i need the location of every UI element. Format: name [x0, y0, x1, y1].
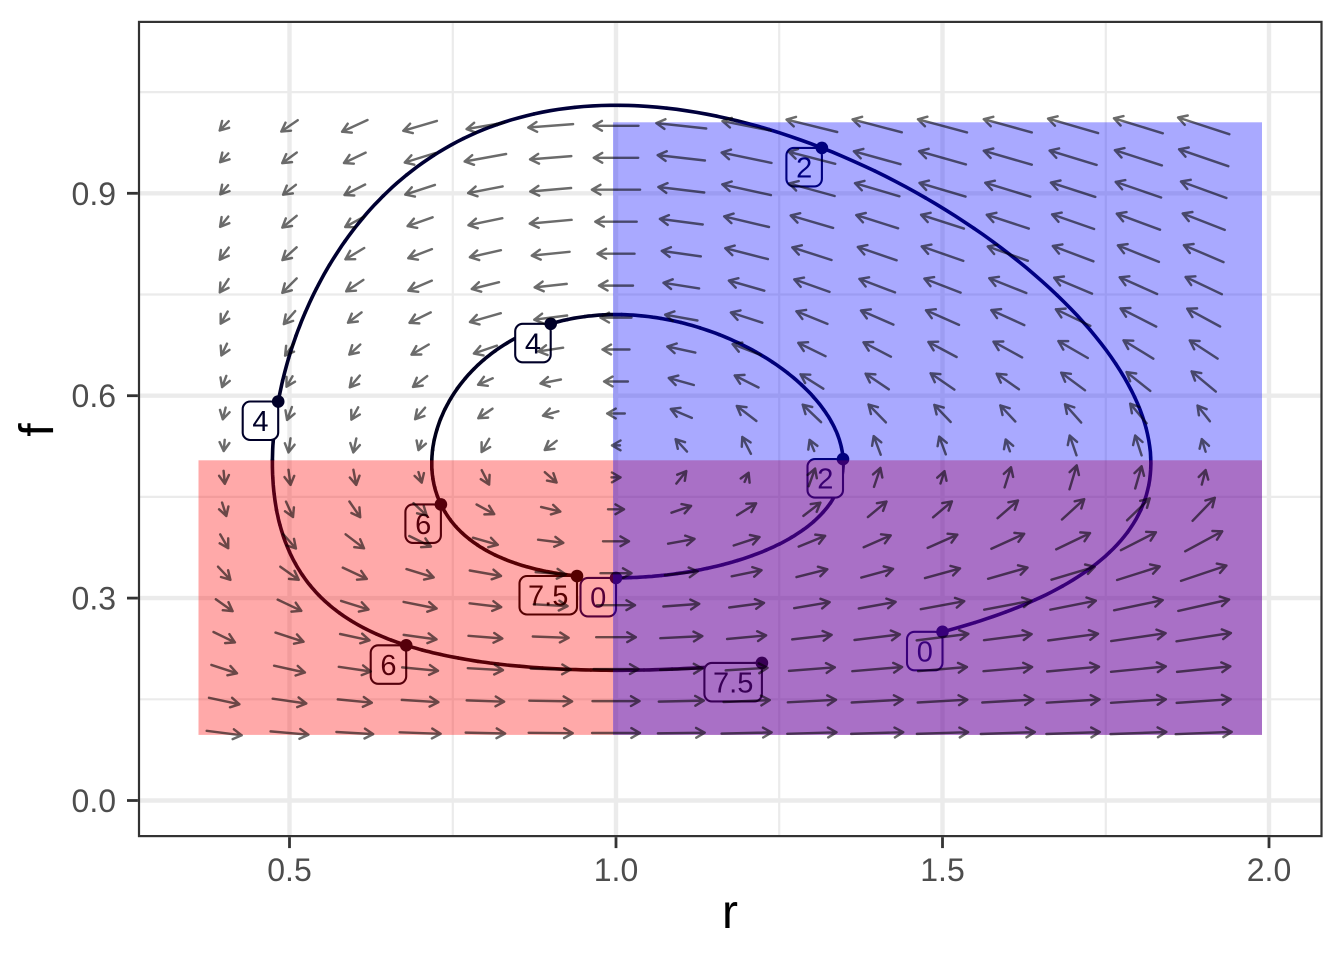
svg-text:f: f — [11, 423, 64, 437]
svg-text:0.6: 0.6 — [72, 378, 116, 414]
svg-text:2: 2 — [817, 464, 833, 496]
svg-text:0.9: 0.9 — [72, 176, 116, 212]
svg-text:1.0: 1.0 — [594, 852, 638, 888]
svg-text:0.3: 0.3 — [72, 581, 116, 617]
svg-text:6: 6 — [415, 509, 431, 541]
svg-text:0.5: 0.5 — [267, 852, 311, 888]
svg-text:0.0: 0.0 — [72, 783, 116, 819]
svg-text:1.5: 1.5 — [920, 852, 964, 888]
svg-text:4: 4 — [525, 328, 541, 360]
svg-text:2: 2 — [796, 152, 812, 184]
svg-text:6: 6 — [380, 650, 396, 682]
svg-text:2.0: 2.0 — [1247, 852, 1291, 888]
svg-text:7.5: 7.5 — [713, 667, 753, 699]
svg-text:r: r — [722, 886, 738, 939]
svg-text:0: 0 — [917, 636, 933, 668]
svg-text:4: 4 — [252, 406, 268, 438]
svg-text:7.5: 7.5 — [528, 581, 568, 613]
